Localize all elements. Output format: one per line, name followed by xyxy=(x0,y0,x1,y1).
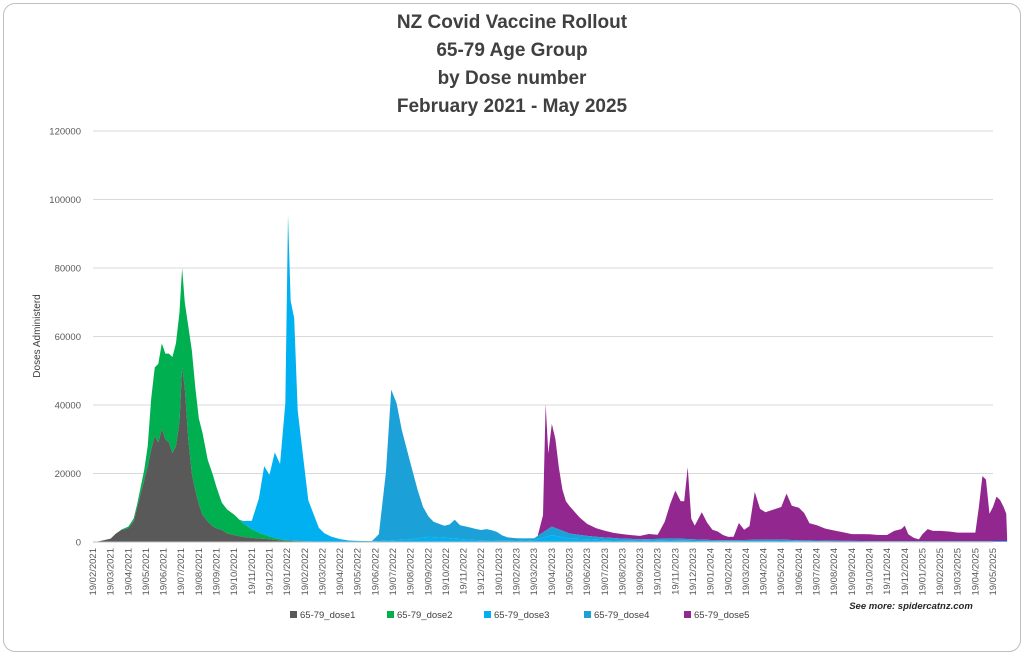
legend-label-65-79_dose4: 65-79_dose4 xyxy=(594,610,649,621)
y-axis-ticks: 0 20000 40000 60000 80000 100000 120000 xyxy=(49,127,81,549)
x-tick-label: 19/04/2025 xyxy=(970,548,981,596)
legend-swatch-65-79_dose1 xyxy=(290,611,297,618)
x-tick-label: 19/11/2021 xyxy=(247,548,258,595)
x-tick-label: 19/07/2021 xyxy=(176,548,187,596)
x-tick-label: 19/04/2022 xyxy=(335,548,346,596)
x-tick-label: 19/02/2025 xyxy=(935,548,946,596)
x-tick-label: 19/10/2023 xyxy=(653,548,664,596)
legend-label-65-79_dose3: 65-79_dose3 xyxy=(494,610,549,621)
x-tick-label: 19/06/2022 xyxy=(370,548,381,596)
source-note: See more: spidercatnz.com xyxy=(849,601,973,612)
legend-swatch-65-79_dose4 xyxy=(584,611,591,618)
x-tick-label: 19/03/2023 xyxy=(529,548,540,596)
chart-frame xyxy=(3,3,1021,652)
x-axis-ticks: 19/02/2021 19/03/2021 19/04/2021 19/05/2021… xyxy=(88,548,999,596)
y-tick-label: 20000 xyxy=(55,469,81,480)
title-line-2: 65-79 Age Group xyxy=(436,40,587,61)
series-area-65-79_dose5 xyxy=(93,214,1008,542)
x-tick-label: 19/10/2021 xyxy=(229,548,240,596)
x-tick-label: 19/12/2022 xyxy=(476,548,487,596)
y-tick-label: 60000 xyxy=(55,332,81,343)
x-tick-label: 19/11/2024 xyxy=(882,548,893,595)
x-tick-label: 19/02/2024 xyxy=(723,548,734,596)
x-tick-label: 19/02/2021 xyxy=(88,548,99,596)
x-tick-label: 19/08/2023 xyxy=(617,548,628,596)
legend: 65-79_dose1 65-79_dose2 65-79_dose3 65-79_d… xyxy=(290,610,749,621)
x-tick-label: 19/11/2023 xyxy=(670,548,681,595)
y-axis-title: Doses Administerd xyxy=(32,294,43,377)
x-tick-label: 19/02/2023 xyxy=(512,548,523,596)
x-tick-label: 19/05/2024 xyxy=(776,548,787,596)
x-tick-label: 19/01/2022 xyxy=(282,548,293,596)
x-tick-label: 19/07/2024 xyxy=(812,548,823,596)
x-tick-label: 19/06/2021 xyxy=(159,548,170,596)
x-tick-label: 19/09/2024 xyxy=(847,548,858,596)
series-area-65-79_dose1 xyxy=(93,367,1008,542)
x-tick-label: 19/04/2021 xyxy=(123,548,134,596)
x-tick-label: 19/08/2024 xyxy=(829,548,840,596)
x-tick-label: 19/03/2024 xyxy=(741,548,752,596)
x-tick-label: 19/04/2023 xyxy=(547,548,558,596)
x-tick-label: 19/04/2024 xyxy=(759,548,770,596)
x-tick-label: 19/02/2022 xyxy=(300,548,311,596)
y-tick-label: 40000 xyxy=(55,401,81,412)
legend-label-65-79_dose5: 65-79_dose5 xyxy=(694,610,749,621)
x-tick-label: 19/07/2023 xyxy=(600,548,611,596)
chart-title: NZ Covid Vaccine Rollout 65-79 Age Group… xyxy=(397,12,628,117)
legend-swatch-65-79_dose2 xyxy=(387,611,394,618)
x-tick-label: 19/07/2022 xyxy=(388,548,399,596)
x-tick-label: 19/10/2024 xyxy=(864,548,875,596)
legend-label-65-79_dose2: 65-79_dose2 xyxy=(397,610,452,621)
x-tick-label: 19/09/2022 xyxy=(423,548,434,596)
legend-label-65-79_dose1: 65-79_dose1 xyxy=(300,610,355,621)
x-tick-label: 19/03/2022 xyxy=(317,548,328,596)
x-tick-label: 19/05/2022 xyxy=(353,548,364,596)
y-tick-label: 0 xyxy=(76,538,81,549)
y-tick-label: 120000 xyxy=(49,127,81,138)
x-tick-label: 19/03/2025 xyxy=(953,548,964,596)
x-tick-label: 19/11/2022 xyxy=(459,548,470,595)
x-tick-label: 19/05/2025 xyxy=(988,548,999,596)
x-tick-label: 19/12/2024 xyxy=(900,548,911,596)
x-tick-label: 19/10/2022 xyxy=(441,548,452,596)
x-tick-label: 19/05/2023 xyxy=(564,548,575,596)
x-tick-label: 19/05/2021 xyxy=(141,548,152,596)
title-line-1: NZ Covid Vaccine Rollout xyxy=(397,12,628,33)
x-tick-label: 19/08/2021 xyxy=(194,548,205,596)
title-line-4: February 2021 - May 2025 xyxy=(397,96,628,117)
x-tick-label: 19/09/2023 xyxy=(635,548,646,596)
x-tick-label: 19/08/2022 xyxy=(406,548,417,596)
x-tick-label: 19/01/2023 xyxy=(494,548,505,596)
x-tick-label: 19/06/2024 xyxy=(794,548,805,596)
x-tick-label: 19/06/2023 xyxy=(582,548,593,596)
legend-swatch-65-79_dose5 xyxy=(684,611,691,618)
title-line-3: by Dose number xyxy=(438,68,587,89)
y-tick-label: 80000 xyxy=(55,264,81,275)
x-tick-label: 19/12/2021 xyxy=(264,548,275,596)
x-tick-label: 19/03/2021 xyxy=(106,548,117,596)
y-tick-label: 100000 xyxy=(49,195,81,206)
x-tick-label: 19/09/2021 xyxy=(212,548,223,596)
x-tick-label: 19/01/2024 xyxy=(706,548,717,596)
series-areas xyxy=(93,214,1008,542)
x-tick-label: 19/01/2025 xyxy=(917,548,928,596)
x-tick-label: 19/12/2023 xyxy=(688,548,699,596)
legend-swatch-65-79_dose3 xyxy=(484,611,491,618)
gridlines xyxy=(93,130,993,474)
